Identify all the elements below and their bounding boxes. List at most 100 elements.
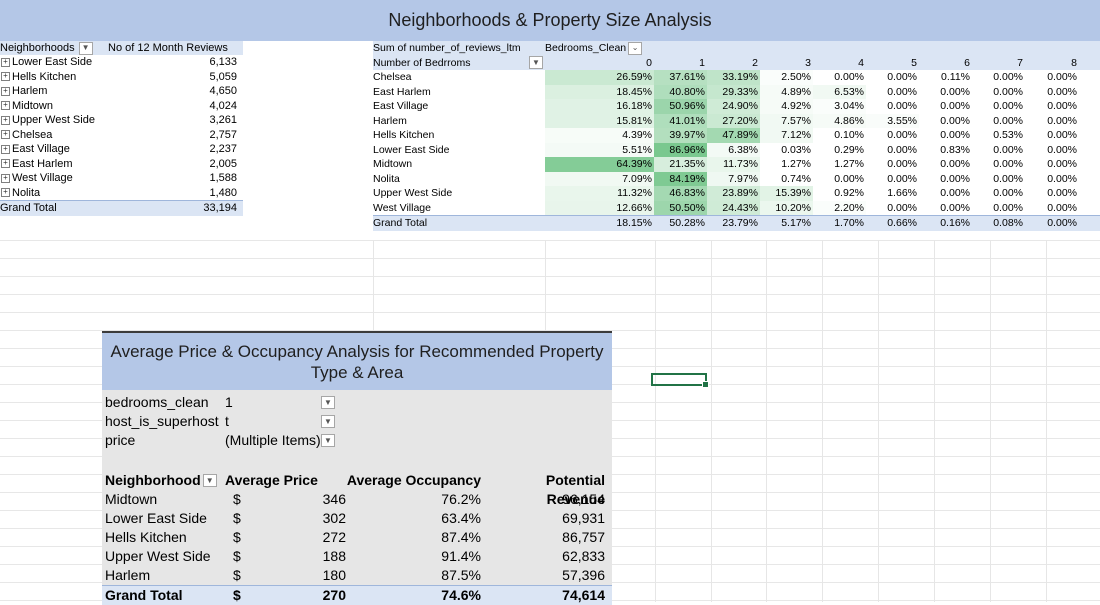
pivot-row[interactable]: + East Village 2,237	[0, 142, 243, 157]
percent-cell: 33.19%	[707, 70, 760, 85]
percent-cell: 0.00%	[993, 114, 1023, 127]
plus-box-icon[interactable]: +	[1, 159, 10, 169]
average-price: 346	[322, 491, 346, 507]
neighborhood-name: Chelsea	[373, 71, 412, 83]
percent-cell: 0.00%	[993, 158, 1023, 170]
pivot-row: Upper West Side 11.32% 46.83% 23.89% 15.39% 0…	[373, 186, 1100, 201]
percent-cell: 0.00%	[993, 143, 1023, 156]
percent-cell: 5.51%	[545, 142, 654, 157]
percent-cell: 0.00%	[1047, 143, 1077, 156]
average-price: 180	[322, 567, 346, 583]
average-occupancy: 91.4%	[441, 548, 481, 564]
bedrooms-column-headers: Number of Bedrroms ▼ 0 1 2 3 4 5 6 7 8	[373, 55, 1100, 71]
neighborhood-name: East Village	[373, 100, 429, 112]
percent-cell: 0.00%	[940, 129, 970, 141]
percent-cell: 0.00%	[1047, 172, 1077, 185]
neighborhood-cell[interactable]: + Midtown	[0, 99, 160, 114]
plus-box-icon[interactable]: +	[1, 115, 10, 125]
percent-cell: 0.00%	[993, 85, 1023, 98]
neighborhood-cell[interactable]: + Upper West Side	[0, 113, 160, 128]
pivot-row: Lower East Side 5.51% 86.96% 6.38% 0.03% 0.29…	[373, 142, 1100, 157]
currency-symbol: $	[233, 510, 241, 526]
reviews-count: 2,237	[209, 143, 237, 155]
percent-cell: 46.83%	[654, 186, 707, 201]
plus-box-icon[interactable]: +	[1, 144, 10, 154]
bedroom-column-header: 5	[911, 56, 917, 69]
pivot-row: Hells Kitchen 4.39% 39.97% 47.89% 7.12% 0.10%…	[373, 128, 1100, 143]
grand-total-label: Grand Total	[373, 217, 428, 229]
plus-box-icon[interactable]: +	[1, 72, 10, 82]
neighborhood-cell[interactable]: + Lower East Side	[0, 55, 160, 70]
filter-value: (Multiple Items)	[225, 432, 321, 448]
plus-box-icon[interactable]: +	[1, 130, 10, 140]
neighborhood-name: Harlem	[373, 114, 407, 127]
filter-field: price	[105, 432, 136, 448]
plus-box-icon[interactable]: +	[1, 173, 10, 183]
column-field-header[interactable]: Bedrooms_Clean ⌄	[545, 41, 643, 56]
average-price: 302	[322, 510, 346, 526]
report-filter[interactable]: bedrooms_clean 1 ▼	[102, 393, 612, 412]
percent-cell: 0.10%	[834, 129, 864, 141]
filter-icon[interactable]: ▼	[321, 415, 335, 428]
pivot-row: Chelsea 26.59% 37.61% 33.19% 2.50% 0.00% 0.00%…	[373, 70, 1100, 85]
filter-icon[interactable]: ▼	[202, 474, 217, 487]
pivot-row[interactable]: + West Village 1,588	[0, 171, 243, 186]
pivot-row[interactable]: + Hells Kitchen 5,059	[0, 70, 243, 85]
percent-cell: 24.43%	[707, 200, 760, 215]
report-filter[interactable]: host_is_superhost t ▼	[102, 412, 612, 431]
row-field-header[interactable]: Neighborhoods ▼	[0, 41, 106, 55]
percent-cell: 4.89%	[760, 84, 813, 99]
grand-total-cell: 18.15%	[616, 217, 652, 229]
row-field-header[interactable]: Number of Bedrroms ▼	[373, 56, 545, 71]
neighborhood-cell[interactable]: + Hells Kitchen	[0, 70, 160, 85]
pivot-row: West Village 12.66% 50.50% 24.43% 10.20% 2.20…	[373, 200, 1100, 215]
percent-cell: 50.50%	[654, 200, 707, 215]
neighborhood-header-label: Neighborhood	[105, 472, 201, 488]
selected-cell[interactable]	[651, 373, 709, 388]
percent-cell: 1.27%	[781, 158, 811, 170]
bedrooms-pivot-field-row: Sum of number_of_reviews_ltm Bedrooms_Cl…	[373, 41, 1100, 56]
pivot-row[interactable]: + Upper West Side 3,261	[0, 113, 243, 128]
neighborhood-cell[interactable]: + East Village	[0, 142, 160, 157]
report-filters: bedrooms_clean 1 ▼ host_is_superhost t ▼ price…	[102, 393, 612, 450]
pivot-row[interactable]: + Midtown 4,024	[0, 99, 243, 114]
neighborhood-cell[interactable]: + Nolita	[0, 186, 160, 201]
report-filter[interactable]: price (Multiple Items) ▼	[102, 431, 612, 450]
percent-cell: 0.00%	[993, 172, 1023, 185]
filter-icon[interactable]: ▼	[78, 41, 93, 55]
pivot-row[interactable]: + East Harlem 2,005	[0, 157, 243, 172]
plus-box-icon[interactable]: +	[1, 57, 10, 67]
pivot-row: Harlem $180 87.5% 57,396	[102, 566, 612, 585]
plus-box-icon[interactable]: +	[1, 86, 10, 96]
reviews-count: 2,005	[209, 157, 237, 170]
filter-value: 1	[225, 394, 233, 410]
neighborhood-cell[interactable]: + East Harlem	[0, 157, 160, 172]
column-field-label: Bedrooms_Clean	[545, 42, 627, 54]
pivot-title: Average Price & Occupancy Analysis for R…	[102, 331, 612, 390]
reviews-count: 5,059	[209, 70, 237, 83]
pivot-row[interactable]: + Chelsea 2,757	[0, 128, 243, 143]
plus-box-icon[interactable]: +	[1, 101, 10, 111]
neighborhood-header[interactable]: Neighborhood ▼	[105, 471, 225, 490]
neighborhood-cell[interactable]: + Harlem	[0, 84, 160, 99]
plus-box-icon[interactable]: +	[1, 188, 10, 198]
pivot-row[interactable]: + Harlem 4,650	[0, 84, 243, 99]
pivot-rows: Midtown $346 76.2% 96,154 Lower East Side $30…	[102, 490, 612, 585]
neighborhood-cell[interactable]: + West Village	[0, 171, 160, 186]
pivot-row[interactable]: + Nolita 1,480	[0, 186, 243, 201]
percent-cell: 1.66%	[887, 187, 917, 199]
filter-icon[interactable]: ▼	[321, 434, 335, 447]
percent-cell: 0.00%	[887, 71, 917, 83]
filter-icon[interactable]: ▼	[529, 56, 543, 70]
dropdown-arrow-icon[interactable]: ⌄	[628, 41, 643, 55]
pivot-row[interactable]: + Lower East Side 6,133	[0, 55, 243, 70]
neighborhood-name: Midtown	[105, 491, 158, 507]
filter-icon[interactable]: ▼	[321, 396, 335, 409]
percent-cell: 84.19%	[654, 171, 707, 186]
percent-cell: 0.00%	[887, 129, 917, 141]
pivot-row: Upper West Side $188 91.4% 62,833	[102, 547, 612, 566]
percent-cell: 21.35%	[654, 157, 707, 172]
neighborhood-cell[interactable]: + Chelsea	[0, 128, 160, 143]
potential-revenue: 69,931	[562, 510, 605, 526]
percent-cell: 41.01%	[654, 113, 707, 128]
